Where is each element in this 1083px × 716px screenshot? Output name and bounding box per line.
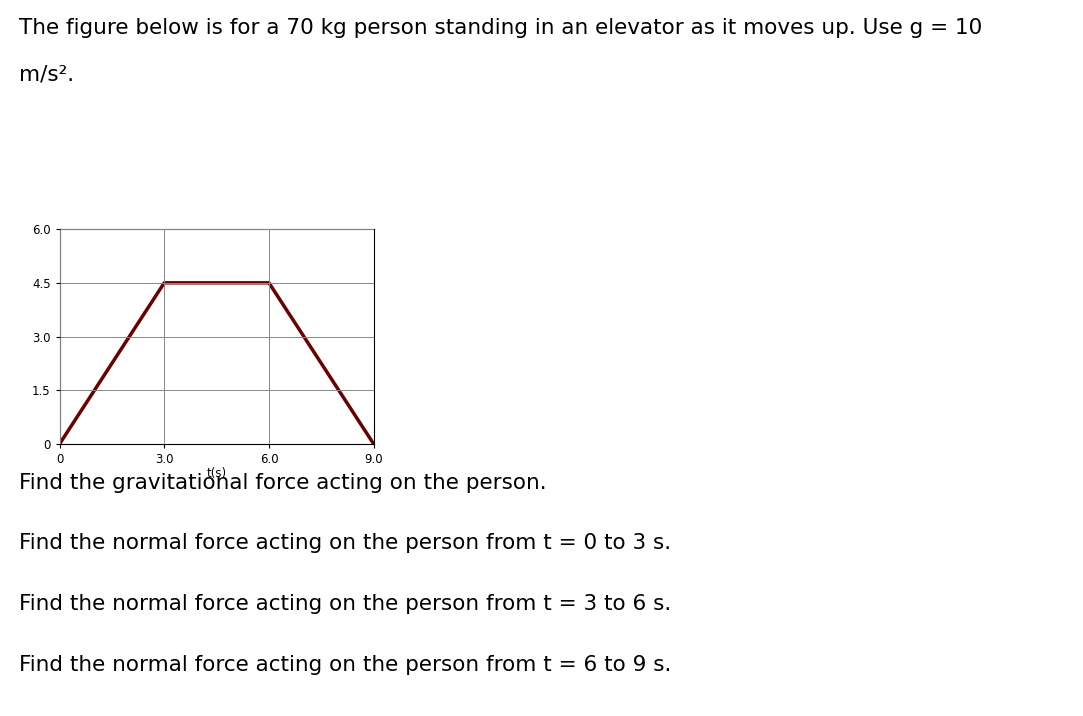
Text: Find the normal force acting on the person from t = 6 to 9 s.: Find the normal force acting on the pers…: [19, 655, 671, 675]
X-axis label: t(s): t(s): [207, 468, 226, 480]
Text: m/s².: m/s².: [19, 64, 75, 84]
Text: The figure below is for a 70 kg person standing in an elevator as it moves up. U: The figure below is for a 70 kg person s…: [19, 18, 982, 38]
Text: Find the gravitational force acting on the person.: Find the gravitational force acting on t…: [19, 473, 547, 493]
Text: Find the normal force acting on the person from t = 3 to 6 s.: Find the normal force acting on the pers…: [19, 594, 671, 614]
Text: Find the normal force acting on the person from t = 0 to 3 s.: Find the normal force acting on the pers…: [19, 533, 671, 553]
